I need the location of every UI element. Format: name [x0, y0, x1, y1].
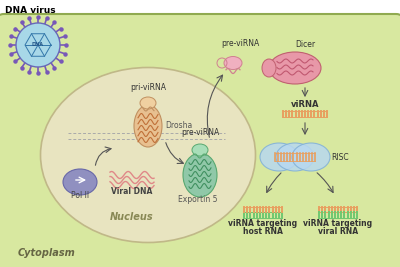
Ellipse shape [224, 57, 242, 69]
Text: Pol II: Pol II [71, 191, 89, 200]
Ellipse shape [40, 68, 256, 242]
Text: Dicer: Dicer [295, 40, 315, 49]
Text: Cytoplasm: Cytoplasm [18, 248, 76, 258]
FancyBboxPatch shape [0, 14, 400, 267]
Ellipse shape [134, 105, 162, 147]
Ellipse shape [140, 97, 156, 109]
Ellipse shape [183, 153, 217, 197]
Text: Nucleus: Nucleus [110, 212, 154, 222]
Text: DNA: DNA [32, 42, 44, 48]
Text: pre-viRNA: pre-viRNA [221, 39, 259, 48]
Ellipse shape [269, 52, 321, 84]
Text: Exportin 5: Exportin 5 [178, 195, 218, 204]
Text: Drosha: Drosha [165, 121, 192, 130]
Text: viral RNA: viral RNA [318, 227, 358, 236]
Ellipse shape [276, 143, 314, 171]
Text: host RNA: host RNA [243, 227, 283, 236]
Text: viRNA targeting: viRNA targeting [228, 219, 298, 228]
Ellipse shape [292, 143, 330, 171]
Text: Viral DNA: Viral DNA [111, 187, 153, 196]
Circle shape [16, 23, 60, 67]
Text: pre-viRNA: pre-viRNA [181, 128, 219, 137]
Text: pri-viRNA: pri-viRNA [130, 83, 166, 92]
Text: viRNA: viRNA [291, 100, 319, 109]
Ellipse shape [63, 169, 97, 195]
Text: RISC: RISC [331, 153, 349, 162]
Text: viRNA targeting: viRNA targeting [304, 219, 372, 228]
Ellipse shape [262, 59, 276, 77]
Text: DNA virus: DNA virus [5, 6, 56, 15]
Ellipse shape [260, 143, 298, 171]
Ellipse shape [192, 144, 208, 156]
